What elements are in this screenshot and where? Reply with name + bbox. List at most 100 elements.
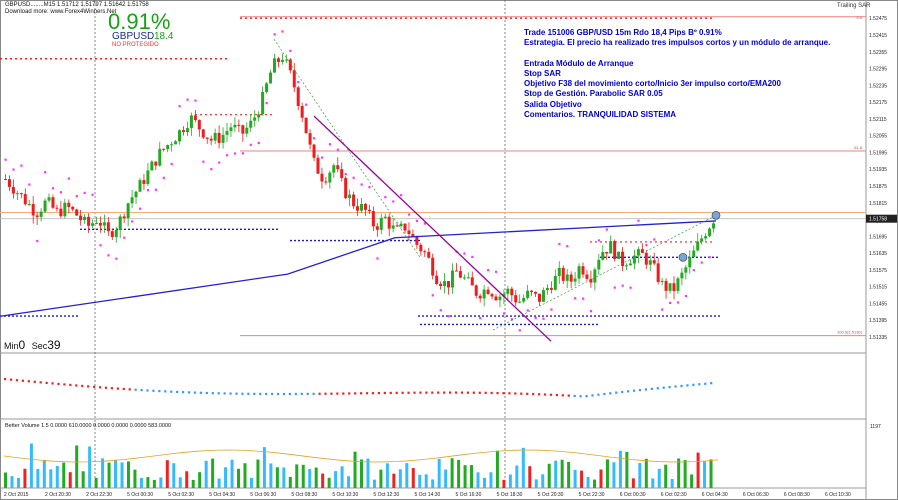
source-line: Download more: www.Forex4Winners.Net — [5, 9, 117, 15]
sar-dot — [684, 294, 688, 298]
sar-dot — [613, 286, 616, 289]
candle-body — [249, 120, 253, 128]
fibonacci-levels: 0.0 61.8 100.0(1.5130) — [0, 15, 866, 337]
candle-body — [664, 280, 668, 291]
price-tick-label: 1.51758 — [869, 217, 887, 223]
oscillator-dot — [449, 391, 452, 394]
sar-dot — [447, 315, 450, 318]
candle-body — [94, 222, 98, 224]
volume-bar — [431, 479, 435, 488]
volume-bar — [457, 459, 461, 488]
candle-body — [581, 266, 585, 275]
candle-body — [201, 129, 205, 138]
candle-body — [269, 72, 273, 84]
sar-dot — [494, 270, 498, 273]
volume-bar — [126, 461, 130, 488]
volume-bar — [133, 469, 137, 488]
sar-dot — [479, 316, 482, 320]
sar-dot — [400, 194, 403, 197]
horizontal-levels — [0, 228, 720, 326]
candle-body — [253, 117, 257, 121]
time-tick-label: 2 Oct 20:30 — [45, 492, 71, 498]
oscillator-dot — [229, 392, 232, 395]
timer-sec: 39 — [47, 338, 61, 352]
candle-body — [692, 250, 696, 258]
candle-body — [498, 296, 502, 301]
oscillator-dot — [271, 392, 274, 396]
sar-dot — [471, 255, 474, 259]
oscillator-dot — [514, 392, 517, 395]
candle-body — [75, 209, 79, 216]
volume-bar — [703, 461, 707, 488]
candle-body — [518, 301, 522, 303]
candle-body — [31, 204, 35, 216]
candle-body — [340, 169, 344, 179]
oscillator-dot — [21, 379, 24, 382]
candle-body — [419, 244, 423, 252]
ema200 — [1, 220, 717, 317]
oscillator-dot — [217, 392, 220, 395]
candle-body — [648, 260, 652, 265]
volume-bar — [217, 478, 221, 488]
volume-bar — [159, 477, 163, 488]
sar-dot — [669, 301, 672, 305]
price-tick-label: 1.52355 — [869, 50, 887, 56]
volume-bar — [450, 458, 454, 488]
candle-body — [55, 207, 59, 209]
sar-dot — [510, 318, 514, 321]
volume-bar — [372, 479, 376, 488]
sar-dot — [12, 168, 15, 171]
parabolic-sar — [4, 30, 711, 332]
fib-label: 61.8 — [854, 145, 863, 150]
sar-dot — [645, 244, 648, 247]
candle-body — [245, 127, 249, 134]
sar-dot — [297, 80, 300, 84]
timer-sec-label: Sec — [31, 341, 48, 351]
sar-dot — [653, 238, 656, 241]
candle-body — [613, 241, 617, 259]
candle-body — [680, 272, 684, 279]
candle-body — [114, 230, 118, 238]
candle-body — [146, 170, 150, 184]
candle-body — [435, 275, 439, 284]
sar-dot — [597, 239, 601, 242]
candle-body — [652, 260, 656, 264]
oscillator-dot — [318, 392, 321, 395]
candle-body — [241, 125, 245, 134]
oscillator-dot — [199, 391, 202, 394]
volume-bar — [282, 467, 286, 488]
candle-body — [447, 281, 451, 288]
candle-body — [134, 191, 138, 198]
sar-dot — [502, 312, 506, 315]
oscillator-dot — [615, 391, 618, 394]
candle-body — [27, 204, 31, 206]
oscillator-dot — [300, 392, 303, 396]
candle-body — [640, 249, 644, 253]
candle-body — [708, 228, 712, 237]
time-tick-label: 5 Oct 02:30 — [168, 492, 194, 498]
time-tick-label: 5 Oct 10:30 — [332, 492, 358, 498]
volume-bar — [508, 474, 512, 488]
sar-dot — [162, 176, 165, 179]
volume-bar — [709, 459, 713, 488]
volume-bar — [262, 447, 266, 488]
sar-dot — [360, 183, 363, 186]
candle-body — [462, 277, 466, 279]
volume-bar — [554, 460, 558, 488]
time-tick-label: 2 Oct 22:30 — [86, 492, 112, 498]
oscillator-dot — [247, 392, 250, 395]
candle-body — [138, 180, 142, 192]
oscillator-dot — [371, 392, 375, 395]
candle-body — [684, 267, 688, 273]
volume-bar — [114, 459, 118, 488]
candle-body — [660, 280, 664, 283]
sar-dot — [273, 33, 276, 36]
oscillator-dot — [496, 391, 499, 395]
sar-dot — [170, 162, 173, 166]
volume-bar — [560, 459, 564, 488]
oscillator-dot — [324, 392, 327, 395]
sar-dot — [115, 257, 118, 260]
sar-dot — [265, 101, 268, 105]
candle-body — [668, 283, 672, 291]
